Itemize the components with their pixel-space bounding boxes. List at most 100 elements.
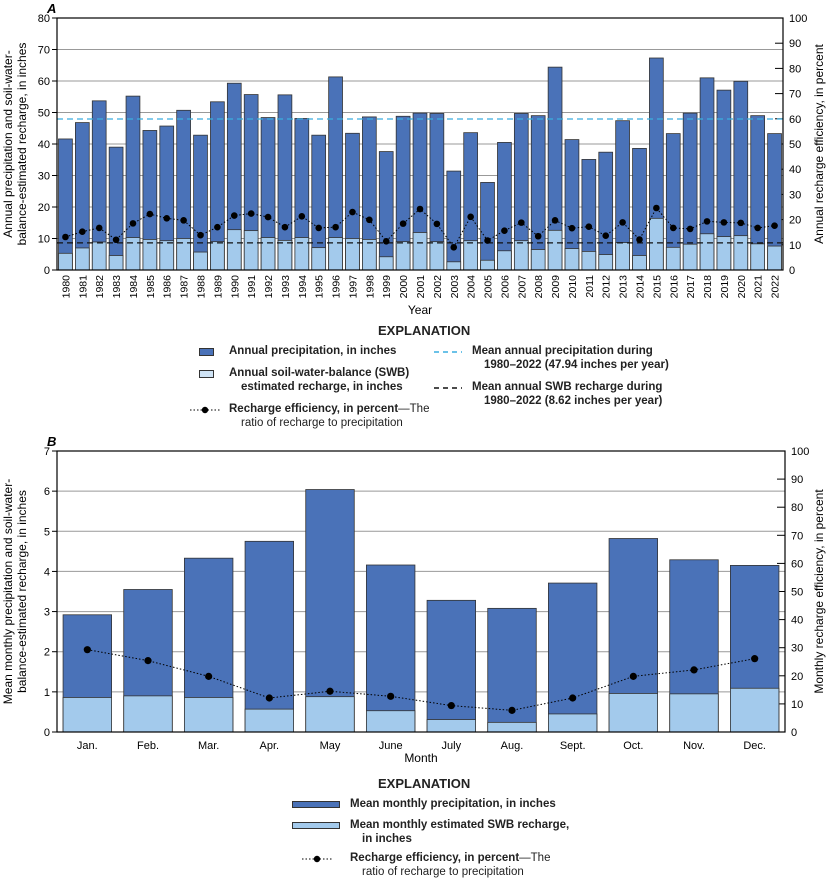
panel-a-category-label: 1986 xyxy=(162,275,174,299)
panel-b-category-label: Jan. xyxy=(77,740,98,752)
panel-a-efficiency-point xyxy=(62,233,69,241)
legend-b-recharge-line1: Mean monthly estimated SWB recharge, xyxy=(350,819,570,831)
panel-a-efficiency-point xyxy=(754,224,761,232)
panel-a-category-label: 1984 xyxy=(128,275,140,299)
panel-a-precip-bar xyxy=(480,182,495,271)
panel-a-efficiency-point xyxy=(686,225,694,233)
panel-b-ytick-label: 7 xyxy=(44,446,50,458)
panel-a-category-label: 1990 xyxy=(229,275,241,299)
panel-a-efficiency-point xyxy=(349,208,356,216)
panel-a-y2tick-label: 70 xyxy=(789,89,801,101)
panel-a-efficiency-point xyxy=(332,223,339,231)
panel-a-recharge-bar xyxy=(632,255,647,271)
panel-a-recharge-bar xyxy=(513,240,529,271)
panel-b-efficiency-point xyxy=(629,672,637,680)
panel-a-efficiency-point xyxy=(214,223,221,231)
panel-a-precip-bar xyxy=(530,115,546,271)
panel-a-efficiency-point xyxy=(534,232,542,240)
panel-a-recharge-bar xyxy=(429,241,445,271)
panel-a-y2tick-label: 100 xyxy=(789,13,807,25)
panel-a-recharge-bar xyxy=(362,239,377,271)
panel-a-y2tick-label: 80 xyxy=(789,63,801,75)
panel-b-category-label: Mar. xyxy=(198,740,219,752)
panel-b-recharge-bar xyxy=(305,696,355,733)
panel-a-recharge-bar xyxy=(649,217,664,271)
panel-b-ylabel: balance-estimated recharge, in inches xyxy=(15,490,29,693)
panel-a-recharge-bar xyxy=(210,241,225,271)
panel-b-recharge-bar xyxy=(608,693,658,733)
panel-b-y2label: Monthly recharge efficiency, in percent xyxy=(812,489,826,694)
panel-b-recharge-bar xyxy=(730,687,780,733)
panel-a-category-label: 2022 xyxy=(770,275,782,299)
panel-a-category-label: 2000 xyxy=(398,275,410,299)
panel-b-ylabel: Mean monthly precipitation and soil-wate… xyxy=(1,479,15,704)
legend-a-meanp-line2: 1980–2022 (47.94 inches per year) xyxy=(484,359,669,371)
panel-a-recharge-bar xyxy=(750,243,765,271)
panel-a-ylabel: balance-estimated recharge, in inches xyxy=(15,43,29,246)
panel-a-frame xyxy=(56,17,784,271)
panel-a-precip-bar xyxy=(193,134,208,271)
panel-b-xlabel: Month xyxy=(404,751,437,765)
legend-a-recharge-line2: estimated recharge, in inches xyxy=(241,381,403,393)
legend-b-eff-label: Recharge efficiency, in percent—The rati… xyxy=(350,851,550,879)
panel-b-y2tick-label: 30 xyxy=(791,643,803,655)
panel-b-ytick-label: 5 xyxy=(44,526,50,538)
panel-a-efficiency-point xyxy=(602,232,610,240)
legend-a-meanp-label: Mean annual precipitation during 1980–20… xyxy=(472,344,669,372)
panel-b-efficiency-point xyxy=(569,694,577,702)
panel-a-recharge-bar xyxy=(665,246,681,271)
panel-b-category-label: Sept. xyxy=(560,740,586,752)
panel-a-category-label: 1999 xyxy=(381,275,393,299)
panel-b-recharge-bar xyxy=(123,695,173,733)
panel-a-recharge-bar xyxy=(193,251,208,271)
panel-a-category-label: 2012 xyxy=(601,275,613,299)
panel-b-efficiency-point xyxy=(387,692,395,700)
panel-a-recharge-bar xyxy=(530,249,546,271)
panel-b-y2tick-label: 70 xyxy=(791,530,803,542)
panel-a-efficiency-point xyxy=(551,217,559,224)
panel-a-efficiency-point xyxy=(230,212,238,219)
panel-b-efficiency-point xyxy=(83,646,91,654)
panel-a-efficiency-point xyxy=(95,224,103,232)
panel-a-category-label: 1982 xyxy=(94,275,106,299)
panel-a-recharge-bar xyxy=(226,229,242,271)
panel-b-efficiency-point xyxy=(265,694,273,702)
panel-a-ytick-label: 0 xyxy=(44,265,50,277)
panel-a-y2tick-label: 90 xyxy=(789,38,801,50)
panel-a-efficiency-point xyxy=(281,223,289,231)
panel-a-recharge-bar xyxy=(682,243,698,271)
panel-a-efficiency-point xyxy=(298,213,306,220)
panel-a-efficiency-point xyxy=(484,237,491,244)
legend-a-title: EXPLANATION xyxy=(378,323,471,338)
panel-a-ytick-label: 50 xyxy=(38,108,50,120)
panel-b-recharge-bar xyxy=(426,719,477,733)
panel-b-y2tick-label: 0 xyxy=(791,727,797,739)
panel-a-efficiency-point xyxy=(163,215,171,222)
panel-b-efficiency-point xyxy=(690,666,698,674)
panel-b-y2tick-label: 40 xyxy=(791,615,803,627)
panel-b-category-label: July xyxy=(442,740,462,752)
legend-b-eff-rest: —The xyxy=(519,852,551,864)
panel-b-recharge-bar xyxy=(669,693,719,733)
panel-b-ytick-label: 1 xyxy=(44,687,50,699)
panel-a-category-label: 2011 xyxy=(584,275,596,298)
panel-b-precip-bar xyxy=(244,540,294,733)
legend-a-eff-marker xyxy=(201,406,209,414)
panel-b-recharge-bar xyxy=(62,697,112,733)
panel-a-category-label: 1988 xyxy=(196,275,208,299)
panel-a-category-label: 1993 xyxy=(280,275,292,299)
panel-a-efficiency-point xyxy=(737,219,745,227)
panel-a-recharge-bar xyxy=(480,259,495,271)
legend-a-eff-label: Recharge efficiency, in percent—The rati… xyxy=(229,402,429,430)
panel-b-recharge-bar xyxy=(244,708,294,733)
panel-b-category-label: Feb. xyxy=(137,740,159,752)
panel-a-efficiency-point xyxy=(315,224,322,232)
panel-a-ytick-label: 60 xyxy=(38,76,50,88)
legend-a-recharge-label: Annual soil-water-balance (SWB) estimate… xyxy=(229,366,409,394)
panel-b-y2tick-label: 80 xyxy=(791,502,803,514)
panel-a-category-label: 1995 xyxy=(314,275,326,299)
panel-a-category-label: 2017 xyxy=(685,275,697,299)
panel-b-category-label: Dec. xyxy=(743,740,766,752)
panel-a-efficiency-point xyxy=(197,231,204,239)
panel-b-category-label: Aug. xyxy=(501,740,524,752)
